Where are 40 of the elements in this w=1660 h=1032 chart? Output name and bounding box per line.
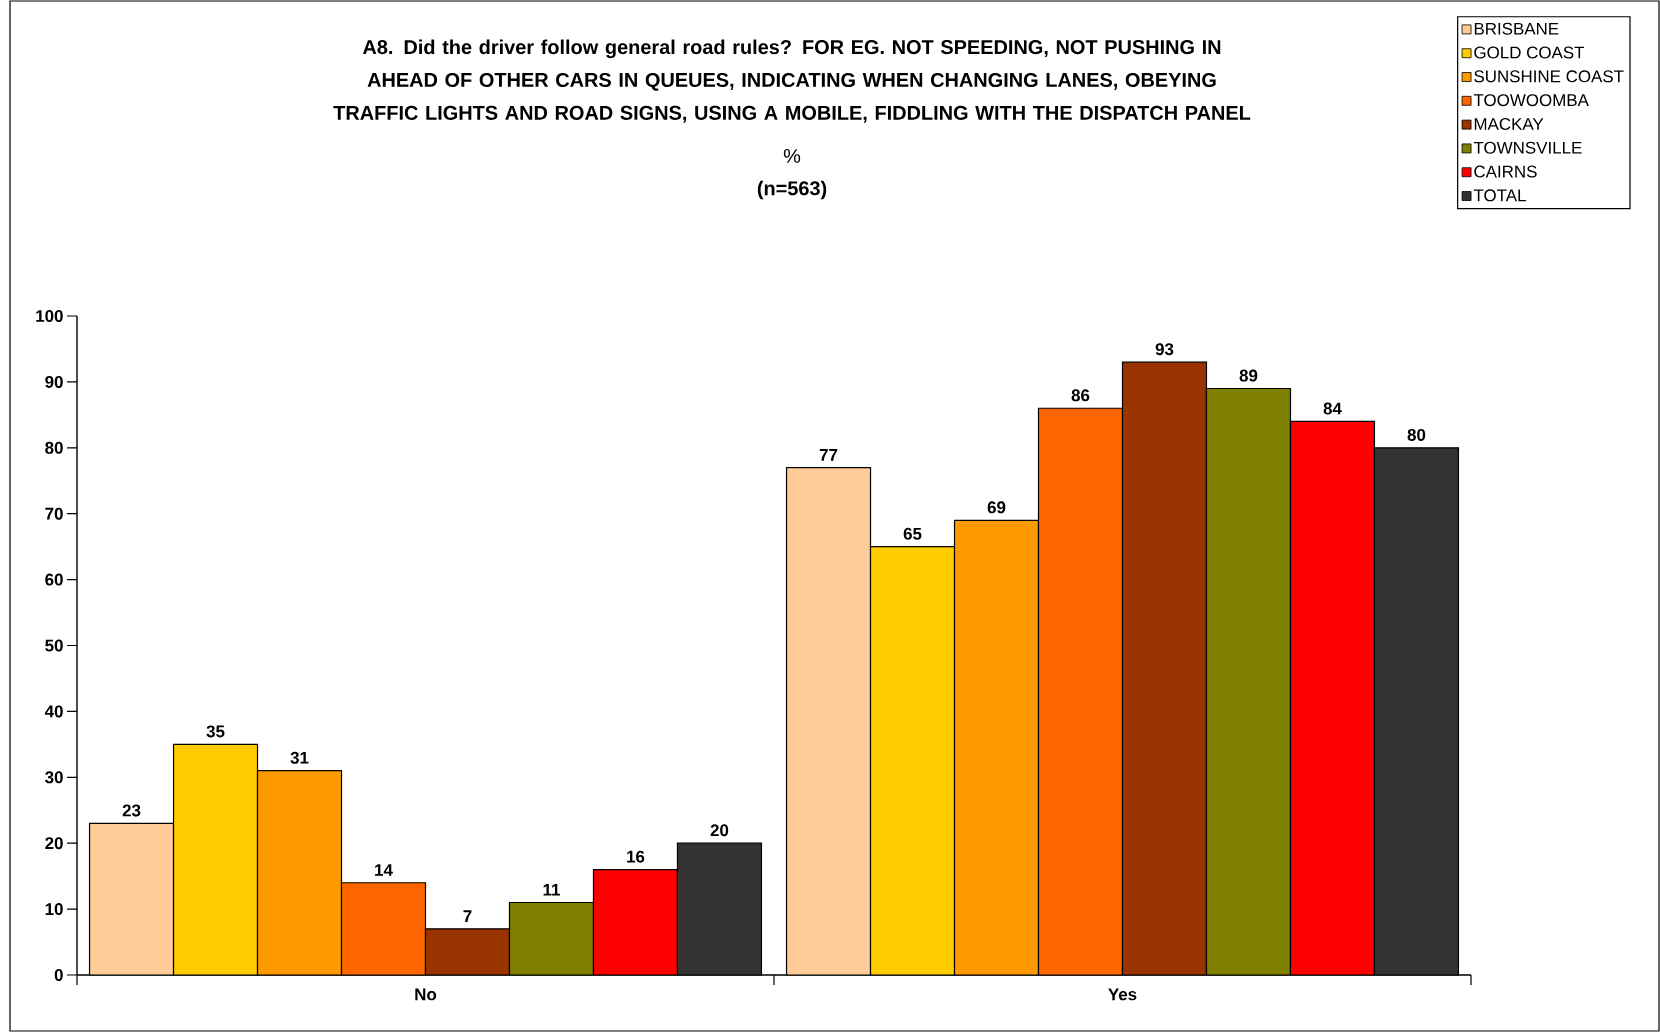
data-label: 77	[819, 448, 838, 461]
legend-label: TOTAL	[1473, 189, 1526, 202]
data-label: 35	[206, 725, 225, 738]
legend-label: MACKAY	[1474, 117, 1544, 130]
data-label: 7	[463, 910, 472, 922]
data-label: 31	[290, 751, 309, 764]
data-label: 80	[1407, 428, 1426, 441]
data-label: 14	[375, 864, 393, 876]
y-tick-label: 10	[45, 903, 63, 916]
data-label: 16	[627, 850, 645, 863]
chart-title: A8. Did the driver follow general road rules? FOR EG. NOT SPEEDING, NOT PUSHING IN AHEAD OF OTHER CARS IN QUEUES, INDICATING WHEN CHANGING LANES, OBEYING TRAFFIC LIGHTS AND ROAD SIGNS, USING A MOBILE, FIDDLING WITH THE DISPATCH PANEL	[333, 39, 1251, 123]
data-label: 23	[122, 804, 141, 817]
y-tick-label: 40	[44, 705, 63, 718]
y-tick-label: 90	[45, 375, 63, 388]
legend-label: TOWNSVILLE	[1473, 141, 1582, 154]
y-tick-label: 20	[45, 837, 63, 850]
y-tick-label: 50	[45, 639, 63, 652]
data-label: 65	[903, 527, 922, 540]
text: (n=563)	[757, 180, 827, 200]
legend-label: CAIRNS	[1474, 165, 1537, 178]
data-label: 93	[1155, 343, 1174, 356]
legend-label: BRISBANE	[1474, 22, 1559, 35]
y-tick-label: 70	[45, 507, 63, 520]
x-tick-label: No	[415, 988, 437, 1001]
data-label: 89	[1239, 369, 1258, 382]
data-label: 86	[1071, 389, 1090, 402]
data-label: 69	[987, 501, 1006, 514]
y-tick-label: 0	[54, 969, 63, 981]
legend-label: SUNSHINE COAST	[1474, 70, 1624, 83]
y-tick-label: 80	[45, 441, 63, 454]
legend-label: GOLD COAST	[1474, 46, 1585, 59]
data-label: 11	[543, 883, 560, 896]
legend-label: TOOWOOMBA	[1473, 94, 1589, 107]
y-tick-label: 30	[45, 771, 63, 784]
x-tick-label: Yes	[1108, 988, 1137, 1001]
y-tick-label: 60	[45, 573, 63, 586]
data-label: 84	[1323, 402, 1342, 415]
y-tick-label: 100	[36, 309, 63, 322]
data-label: 20	[710, 824, 729, 837]
chart-subtitle: %	[783, 149, 801, 163]
